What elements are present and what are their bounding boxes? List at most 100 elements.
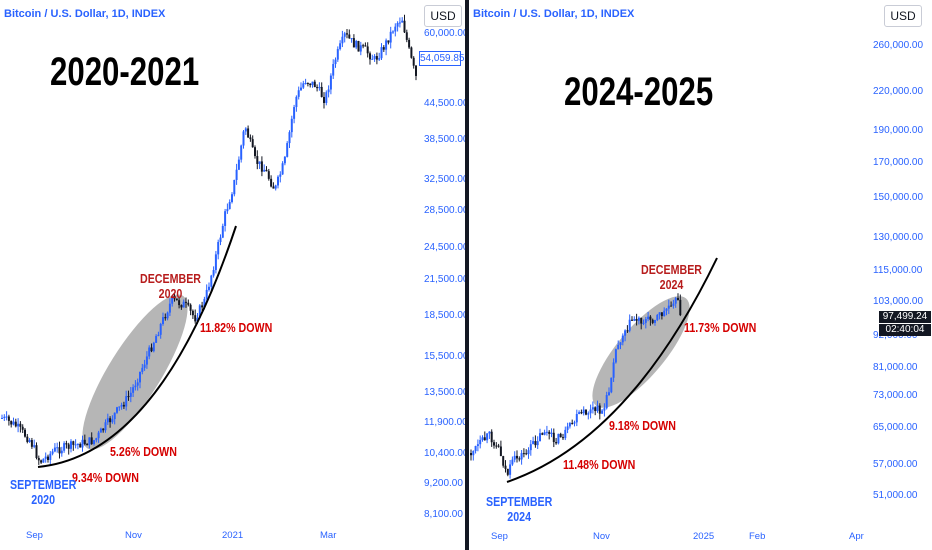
right-symbol-title[interactable]: Bitcoin / U.S. Dollar, 1D, INDEX	[473, 8, 635, 20]
candle-body	[605, 395, 608, 409]
candle-body	[150, 347, 153, 352]
candle-body	[350, 38, 353, 40]
candle-body	[1, 417, 3, 419]
right-candlestick-chart[interactable]	[469, 0, 932, 550]
right-y-tick: 190,000.00	[873, 125, 924, 136]
candle-body	[415, 65, 417, 76]
candle-body	[196, 317, 199, 322]
left-y-tick: 15,500.00	[424, 351, 465, 362]
right-currency-button[interactable]: USD	[884, 5, 922, 27]
candle-body	[543, 432, 546, 435]
right-countdown-tag: 02:40:04	[879, 324, 931, 336]
support-curve	[37, 225, 237, 468]
candle-body	[316, 87, 319, 89]
candle-body	[562, 437, 564, 439]
left-y-tick: 9,200.00	[424, 478, 463, 489]
left-symbol-title[interactable]: Bitcoin / U.S. Dollar, 1D, INDEX	[4, 8, 166, 20]
candle-body	[672, 303, 675, 306]
candle-body	[286, 143, 289, 157]
left-y-tick: 32,500.00	[424, 174, 465, 185]
left-down-top-label: 11.82% DOWN	[200, 320, 273, 335]
candle-body	[380, 47, 383, 59]
candle-body	[260, 161, 263, 172]
candle-body	[621, 335, 624, 343]
candle-body	[511, 459, 514, 465]
candle-body	[313, 81, 316, 88]
candle-body	[249, 137, 252, 140]
candle-body	[19, 423, 22, 427]
candle-body	[348, 34, 351, 39]
right-y-tick: 115,000.00	[873, 265, 923, 276]
candle-body	[591, 407, 594, 410]
candle-body	[28, 440, 31, 442]
candle-body	[403, 20, 406, 33]
candle-body	[571, 422, 574, 424]
candle-body	[624, 330, 627, 336]
candle-body	[258, 161, 261, 164]
candle-body	[127, 396, 130, 398]
panel-divider[interactable]	[465, 0, 469, 550]
candle-body	[495, 445, 498, 447]
candle-body	[341, 36, 344, 44]
candle-body	[327, 89, 330, 93]
candle-body	[33, 445, 36, 447]
candle-body	[619, 342, 622, 345]
candle-body	[21, 426, 24, 430]
right-y-tick: 65,000.00	[873, 422, 918, 433]
candle-body	[304, 82, 307, 84]
candle-body	[541, 433, 544, 435]
candle-body	[187, 302, 190, 305]
candle-body	[369, 53, 371, 60]
candle-body	[325, 92, 328, 103]
candle-body	[235, 169, 238, 180]
left-chart-panel[interactable]: Bitcoin / U.S. Dollar, 1D, INDEX USD 202…	[0, 0, 465, 550]
candle-body	[557, 433, 560, 444]
candle-body	[194, 315, 197, 322]
highlight-ellipse	[82, 294, 188, 450]
candle-body	[323, 96, 325, 103]
candle-body	[575, 413, 578, 423]
left-y-tick: 11,900.00	[424, 417, 465, 428]
candle-body	[603, 408, 606, 411]
candle-body	[208, 286, 210, 290]
candle-body	[529, 444, 532, 451]
candle-body	[497, 445, 500, 447]
candle-body	[516, 455, 518, 459]
left-y-tick: 28,500.00	[424, 205, 465, 216]
candle-body	[396, 22, 399, 27]
candle-body	[155, 336, 158, 343]
candle-body	[224, 211, 227, 226]
candle-body	[228, 202, 231, 210]
candle-body	[401, 20, 404, 23]
candle-body	[329, 75, 332, 90]
candle-body	[610, 377, 613, 393]
candle-body	[578, 412, 581, 414]
candle-body	[594, 407, 597, 412]
candle-body	[104, 422, 107, 431]
candle-body	[357, 40, 360, 52]
candle-body	[587, 413, 590, 415]
candle-body	[281, 163, 284, 175]
candle-body	[198, 305, 201, 318]
candle-body	[656, 314, 659, 321]
left-currency-button[interactable]: USD	[424, 5, 462, 27]
candle-body	[288, 132, 291, 144]
candle-body	[201, 305, 204, 308]
candle-body	[191, 310, 194, 316]
candle-body	[522, 453, 525, 455]
candle-body	[233, 179, 236, 195]
candle-body	[244, 128, 247, 132]
candle-body	[30, 440, 33, 447]
left-y-tick: 8,100.00	[424, 509, 463, 520]
candle-body	[647, 316, 650, 320]
candle-body	[76, 443, 79, 445]
right-x-tick: Sep	[491, 531, 508, 542]
candle-body	[320, 86, 323, 97]
candle-body	[95, 438, 98, 441]
candle-body	[677, 298, 679, 300]
candle-body	[612, 362, 615, 378]
candle-body	[113, 412, 116, 420]
right-chart-panel[interactable]: Bitcoin / U.S. Dollar, 1D, INDEX USD 202…	[469, 0, 932, 550]
candle-body	[145, 356, 148, 365]
left-candlestick-chart[interactable]	[0, 0, 465, 550]
